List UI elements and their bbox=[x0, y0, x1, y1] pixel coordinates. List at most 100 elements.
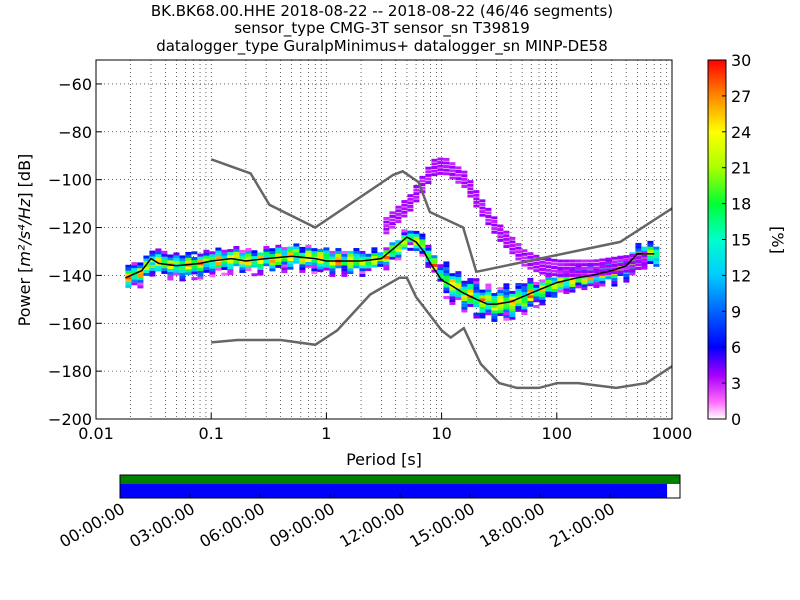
heatmap-cell bbox=[473, 286, 480, 290]
heatmap-cell bbox=[449, 290, 456, 294]
heatmap-cell bbox=[443, 275, 450, 279]
heatmap-cell bbox=[155, 268, 162, 272]
heatmap-cell bbox=[359, 262, 366, 266]
heatmap-cell bbox=[275, 244, 282, 248]
heatmap-cell bbox=[461, 280, 468, 284]
heatmap-cell bbox=[305, 247, 312, 251]
heatmap-cell bbox=[275, 247, 282, 251]
heatmap-cell bbox=[179, 275, 186, 279]
heatmap-cell bbox=[605, 273, 612, 277]
heatmap-cell bbox=[491, 230, 498, 234]
heatmap-cell bbox=[599, 269, 606, 273]
heatmap-cell bbox=[431, 169, 438, 173]
heatmap-cell bbox=[359, 253, 366, 257]
heatmap-cell bbox=[167, 265, 174, 269]
heatmap-cell bbox=[323, 261, 330, 265]
heatmap-cell bbox=[467, 292, 474, 296]
heatmap-cell bbox=[305, 264, 312, 268]
heatmap-cell bbox=[167, 277, 174, 281]
heatmap-cell bbox=[311, 268, 318, 272]
heatmap-cell bbox=[161, 253, 168, 257]
heatmap-cell bbox=[527, 252, 534, 256]
heatmap-cell bbox=[443, 157, 450, 161]
heatmap-cell bbox=[497, 238, 504, 242]
colorbar-tick-label: 30 bbox=[731, 51, 751, 70]
heatmap-cell bbox=[641, 246, 648, 250]
heatmap-cell bbox=[521, 256, 528, 260]
heatmap-cell bbox=[413, 185, 420, 189]
heatmap-cell bbox=[581, 284, 588, 288]
heatmap-cell bbox=[395, 245, 402, 249]
heatmap-cell bbox=[521, 249, 528, 253]
heatmap-cell bbox=[149, 270, 156, 274]
heatmap-cell bbox=[503, 291, 510, 295]
heatmap-cell bbox=[317, 260, 324, 264]
heatmap-cell bbox=[197, 276, 204, 280]
heatmap-cell bbox=[389, 250, 396, 254]
heatmap-cell bbox=[287, 246, 294, 250]
heatmap-cell bbox=[461, 300, 468, 304]
heatmap-cell bbox=[209, 257, 216, 261]
heatmap-cell bbox=[293, 252, 300, 256]
coverage-time-label: 18:00:00 bbox=[476, 499, 548, 551]
heatmap-cell bbox=[575, 263, 582, 267]
heatmap-cell bbox=[197, 259, 204, 263]
heatmap-cell bbox=[641, 254, 648, 258]
heatmap-cell bbox=[287, 263, 294, 267]
heatmap-cell bbox=[521, 291, 528, 295]
heatmap-cell bbox=[617, 255, 624, 259]
heatmap-cell bbox=[611, 274, 618, 278]
heatmap-cell bbox=[485, 218, 492, 222]
heatmap-cell bbox=[395, 216, 402, 220]
heatmap-cell bbox=[233, 251, 240, 255]
heatmap-cell bbox=[209, 254, 216, 258]
heatmap-cell bbox=[629, 252, 636, 256]
heatmap-cell bbox=[407, 233, 414, 237]
heatmap-cell bbox=[149, 250, 156, 254]
heatmap-cell bbox=[455, 297, 462, 301]
heatmap-cell bbox=[557, 286, 564, 290]
heatmap-cell bbox=[155, 262, 162, 266]
heatmap-cell bbox=[467, 187, 474, 191]
heatmap-cell bbox=[407, 242, 414, 246]
heatmap-cell bbox=[257, 269, 264, 273]
heatmap-cell bbox=[173, 258, 180, 262]
heatmap-cell bbox=[401, 207, 408, 211]
heatmap-cell bbox=[527, 303, 534, 307]
heatmap-cell bbox=[641, 249, 648, 253]
heatmap-cell bbox=[329, 256, 336, 260]
heatmap-cell bbox=[449, 287, 456, 291]
heatmap-cell bbox=[137, 268, 144, 272]
heatmap-cell bbox=[521, 312, 528, 316]
heatmap-cell bbox=[143, 267, 150, 271]
heatmap-cell bbox=[239, 264, 246, 268]
heatmap-cell bbox=[131, 276, 138, 280]
heatmap-cell bbox=[617, 272, 624, 276]
heatmap-cell bbox=[167, 274, 174, 278]
heatmap-cell bbox=[203, 266, 210, 270]
heatmap-cell bbox=[473, 315, 480, 319]
heatmap-cell bbox=[551, 291, 558, 295]
colorbar-tick-label: 27 bbox=[731, 87, 751, 106]
heatmap-cell bbox=[497, 298, 504, 302]
heatmap-cell bbox=[473, 204, 480, 208]
heatmap-cell bbox=[503, 234, 510, 238]
heatmap-cell bbox=[449, 172, 456, 176]
heatmap-cell bbox=[485, 207, 492, 211]
heatmap-cell bbox=[269, 253, 276, 257]
heatmap-cell bbox=[497, 295, 504, 299]
heatmap-cell bbox=[161, 265, 168, 269]
heatmap-cell bbox=[455, 173, 462, 177]
heatmap-cell bbox=[311, 251, 318, 255]
heatmap-cell bbox=[299, 252, 306, 256]
heatmap-cell bbox=[587, 259, 594, 263]
heatmap-cell bbox=[653, 260, 660, 264]
heatmap-cell bbox=[581, 263, 588, 267]
heatmap-cell bbox=[467, 286, 474, 290]
heatmap-cell bbox=[359, 273, 366, 277]
heatmap-cell bbox=[167, 268, 174, 272]
title-line-3: datalogger_type GuralpMinimus+ datalogge… bbox=[156, 37, 608, 56]
heatmap-cell bbox=[545, 272, 552, 276]
heatmap-cell bbox=[299, 258, 306, 262]
heatmap-cell bbox=[527, 266, 534, 270]
